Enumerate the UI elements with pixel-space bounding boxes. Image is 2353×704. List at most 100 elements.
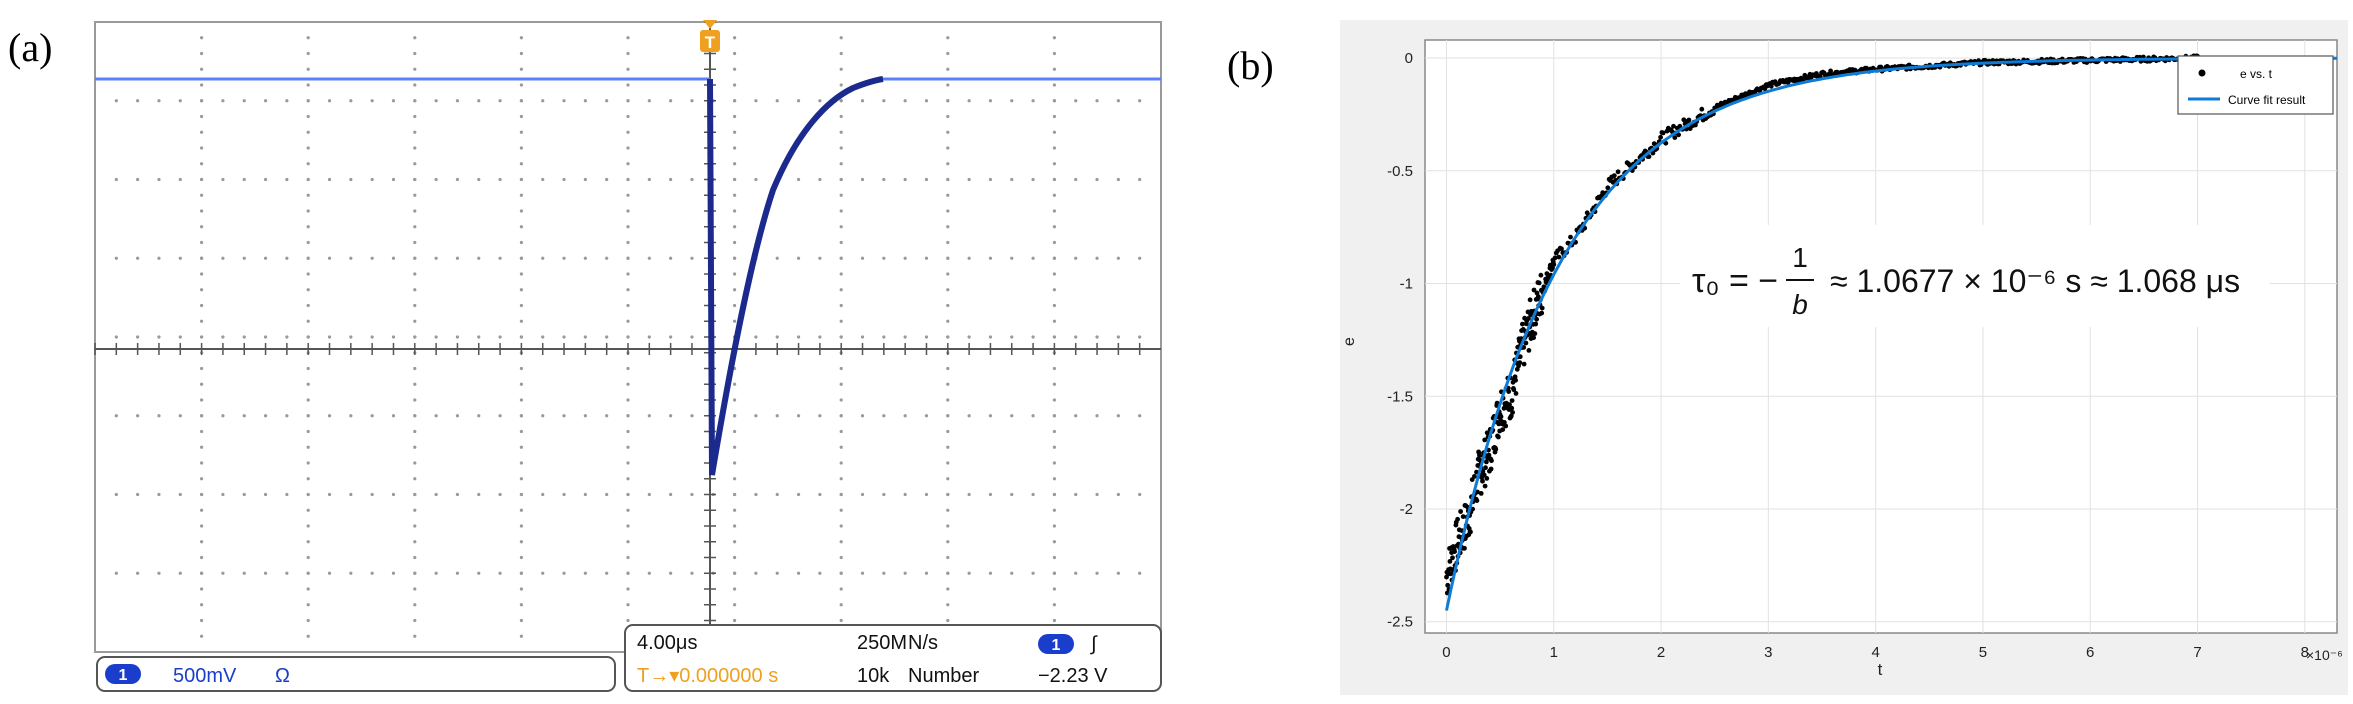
graticule-dot — [306, 587, 310, 591]
graticule-dot — [796, 177, 801, 182]
axis-tick-labels: 0 1 2 3 4 5 6 7 8 0 -0.5 -1 -1.5 -2 -2.5 — [1387, 50, 2309, 661]
data-point — [1500, 427, 1506, 432]
graticule-dot — [413, 492, 417, 497]
graticule-dot — [200, 130, 204, 134]
graticule-dot — [839, 414, 843, 418]
graticule-dot — [1010, 335, 1014, 339]
graticule-dot — [306, 51, 310, 56]
graticule-dot — [669, 414, 673, 418]
data-point — [1494, 400, 1500, 406]
graticule-dot — [882, 99, 886, 103]
plot-grid — [1425, 40, 2337, 633]
scope-pulse-trace — [707, 76, 884, 476]
graticule-dot — [541, 414, 545, 418]
data-point — [1828, 68, 1833, 74]
graticule-dot — [860, 177, 865, 182]
graticule-dot — [946, 492, 950, 497]
graticule-dot — [946, 225, 950, 229]
graticule-dot — [946, 162, 950, 166]
graticule-dot — [519, 429, 523, 434]
graticule-dot — [626, 429, 630, 434]
graticule-dot — [626, 83, 630, 87]
graticule-dot — [178, 335, 182, 339]
graticule-dot — [946, 99, 950, 103]
graticule-dot — [391, 571, 396, 575]
x-axis-label: t — [1878, 660, 1883, 679]
graticule-dot — [370, 414, 374, 418]
graticule-dot — [882, 414, 886, 418]
graticule-dot — [1052, 587, 1056, 591]
graticule-dot — [626, 555, 630, 560]
graticule-dot — [306, 130, 310, 134]
graticule-dot — [306, 272, 310, 276]
legend[interactable]: e vs. t Curve fit result — [2177, 55, 2334, 115]
graticule-dot — [647, 414, 651, 418]
graticule-dot — [114, 571, 118, 575]
graticule-dot — [434, 414, 438, 418]
x-tick-label: 1 — [1550, 644, 1558, 661]
data-point — [1658, 134, 1663, 140]
graticule-dot — [114, 335, 118, 339]
graticule-dot — [562, 414, 566, 418]
graticule-dot — [306, 508, 310, 512]
graticule-dot — [733, 414, 737, 418]
graticule-dot — [839, 382, 843, 386]
timebase-value: 4.00μs — [637, 632, 697, 654]
graticule-dot — [1095, 492, 1099, 497]
graticule-dot — [1116, 256, 1120, 260]
graticule-dot — [924, 492, 929, 497]
graticule-dot — [796, 335, 801, 339]
graticule-dot — [967, 256, 971, 260]
graticule-dot — [690, 256, 694, 260]
graticule-dot — [327, 256, 332, 260]
graticule-dot — [519, 114, 523, 119]
y-tick-label: 0 — [1405, 50, 1413, 67]
timebase-settings-box[interactable]: 4.00μs 250M N/s 1 ∫ T→▾0.000000 s 10k Nu… — [624, 624, 1162, 692]
graticule-dot — [626, 508, 630, 512]
graticule-dot — [626, 366, 630, 371]
graticule-dot — [839, 477, 843, 481]
graticule-dot — [839, 146, 843, 150]
graticule-dot — [200, 634, 204, 638]
graticule-dot — [1074, 99, 1078, 103]
graticule-dot — [967, 571, 971, 575]
graticule-dot — [647, 99, 651, 103]
graticule-dot — [157, 335, 161, 339]
graticule-dot — [988, 99, 993, 103]
data-point — [1534, 290, 1540, 296]
channel-1-badge — [105, 664, 141, 684]
data-point — [1474, 498, 1480, 503]
graticule-dot — [391, 335, 396, 339]
graticule-dot — [434, 571, 438, 575]
graticule-dot — [519, 587, 523, 591]
tau-equation-annotation: τ₀ = − 1 b ≈ 1.0677 × 10⁻⁶ s ≈ 1.068 μs — [1680, 225, 2270, 327]
data-point — [1660, 130, 1666, 136]
graticule-dot — [114, 99, 118, 103]
graticule-dot — [946, 618, 950, 623]
graticule-dot — [839, 555, 843, 560]
graticule-dot — [541, 335, 545, 339]
graticule-dot — [263, 177, 268, 182]
graticule-dot — [1031, 99, 1035, 103]
graticule-dot — [200, 177, 204, 182]
graticule-dot — [583, 256, 587, 260]
graticule-dot — [306, 382, 310, 386]
channel-settings-box[interactable]: 1 500mV Ω — [96, 656, 616, 692]
graticule-dot — [796, 99, 801, 103]
graticule-dot — [1052, 256, 1056, 260]
graticule-dot — [1052, 571, 1056, 575]
graticule-dot — [733, 209, 737, 213]
graticule-dot — [669, 99, 673, 103]
graticule-dot — [200, 319, 204, 323]
graticule-dot — [263, 492, 268, 497]
graticule-dot — [519, 445, 523, 449]
data-point — [1458, 509, 1463, 514]
graticule-dot — [306, 177, 310, 182]
data-point — [1483, 465, 1488, 471]
graticule-dot — [455, 177, 460, 182]
graticule-dot — [136, 335, 140, 339]
graticule-dot — [200, 99, 204, 103]
trigger-position-marker[interactable]: T — [700, 20, 720, 52]
graticule-dot — [626, 477, 630, 481]
graticule-dot — [839, 603, 843, 607]
